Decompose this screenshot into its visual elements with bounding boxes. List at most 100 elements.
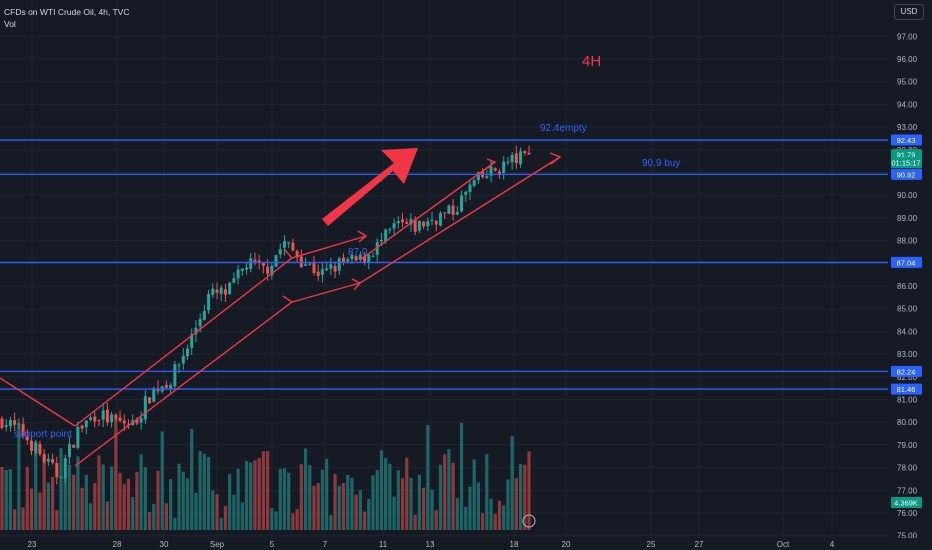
candle-body <box>46 458 50 462</box>
volume-bar <box>114 419 118 530</box>
time-tick-label: 13 <box>426 540 435 549</box>
volume-bar <box>438 464 443 530</box>
volume-bar <box>464 506 468 530</box>
candle-body <box>76 426 80 448</box>
candle-body <box>295 250 299 258</box>
volume-bar <box>173 517 177 530</box>
candle-body <box>257 260 261 263</box>
candle-body <box>21 423 25 437</box>
volume-bar <box>42 454 46 530</box>
volume-bar <box>358 490 362 530</box>
volume-bar <box>126 478 131 530</box>
volume-bar <box>169 479 173 530</box>
price-tick-label: 84.00 <box>897 327 918 336</box>
price-label: 01:15:17 <box>891 159 920 168</box>
candle-body <box>17 423 21 425</box>
price-label: 91.79 <box>897 151 916 160</box>
volume-bar <box>63 478 67 530</box>
volume-bar <box>215 494 219 530</box>
time-tick-label: 11 <box>379 540 388 549</box>
candle-body <box>426 221 430 227</box>
volume-bar <box>21 507 25 530</box>
candle-body <box>266 266 270 274</box>
time-tick-label: Sep <box>210 540 225 549</box>
candle-body <box>30 441 34 452</box>
volume-bar <box>266 451 270 530</box>
volume-bar <box>527 451 531 530</box>
volume-indicator-label: Vol <box>4 19 16 29</box>
price-label: 81.46 <box>897 385 916 394</box>
candle-body <box>506 161 510 163</box>
volume-bar <box>320 469 325 530</box>
volume-bar <box>143 467 147 530</box>
price-axis[interactable]: 75.00 76.00 77.00 78.00 79.00 80.00 81.00 82.00… <box>889 0 932 550</box>
volume-bar <box>510 436 514 530</box>
candle-body <box>329 264 333 269</box>
trend-drawings[interactable] <box>0 148 562 528</box>
candle-body <box>527 152 531 155</box>
trend-line <box>291 235 367 259</box>
volume-bar <box>72 474 76 530</box>
volume-bar <box>282 468 287 530</box>
currency-button[interactable]: USD <box>894 4 924 20</box>
volume-bar <box>337 485 341 530</box>
time-tick-label: 30 <box>160 540 169 549</box>
volume-bar <box>506 479 510 530</box>
candle-body <box>25 436 29 441</box>
volume-bar <box>244 461 249 530</box>
candle-body <box>38 443 42 455</box>
volume-bar <box>198 451 202 530</box>
volume-bar <box>160 431 164 530</box>
candle-body <box>253 259 257 262</box>
candle-body <box>379 239 383 242</box>
time-axis[interactable]: 23 28 30 Sep 5 7 11 13 18 20 25 27 Oct 4 <box>0 538 932 550</box>
volume-bar <box>443 454 447 530</box>
volume-bar <box>219 517 223 530</box>
volume-bar <box>502 505 506 530</box>
volume-bar <box>291 513 295 530</box>
horizontal-levels[interactable] <box>0 139 888 390</box>
price-tick-label: 82.00 <box>897 373 918 382</box>
candle-body <box>346 259 350 262</box>
candle-body <box>105 409 109 423</box>
candle-body <box>84 420 88 428</box>
price-label: 87.04 <box>897 258 916 267</box>
candle-body <box>169 384 173 390</box>
candle-body <box>72 444 76 448</box>
volume-bar <box>333 474 337 530</box>
volume-bar <box>228 474 232 530</box>
candle-body <box>118 417 122 421</box>
annotation-text: 87.0 <box>348 247 368 258</box>
candle-body <box>493 168 497 171</box>
volume-bar <box>485 454 489 530</box>
candle-body <box>312 262 316 273</box>
candle-body <box>485 176 489 179</box>
volume-bar <box>354 494 358 530</box>
volume-bar <box>274 511 278 530</box>
candle-body <box>143 396 147 420</box>
candle-body <box>304 264 308 266</box>
lightning-icon <box>522 514 536 528</box>
annotation-text: 92.4empty <box>540 123 587 134</box>
volume-bar <box>434 510 438 530</box>
volume-bar <box>476 482 481 530</box>
price-tick-label: 83.00 <box>897 350 918 359</box>
candle-body <box>63 458 67 479</box>
volume-bar <box>367 498 371 530</box>
candle-body <box>190 334 194 349</box>
volume-bar <box>413 514 417 530</box>
price-tick-label: 75.00 <box>897 532 918 541</box>
annotation-text: 90.9 buy <box>642 158 680 169</box>
candle-body <box>135 419 139 424</box>
volume-bar <box>459 422 464 530</box>
volume-bar <box>253 460 257 530</box>
volume-bar <box>8 469 13 530</box>
candle-body <box>502 161 506 173</box>
candle-body <box>93 416 97 422</box>
candle-body <box>354 256 358 261</box>
candle-body <box>80 425 84 429</box>
time-tick-label: 7 <box>323 540 328 549</box>
candle-body <box>434 220 438 225</box>
